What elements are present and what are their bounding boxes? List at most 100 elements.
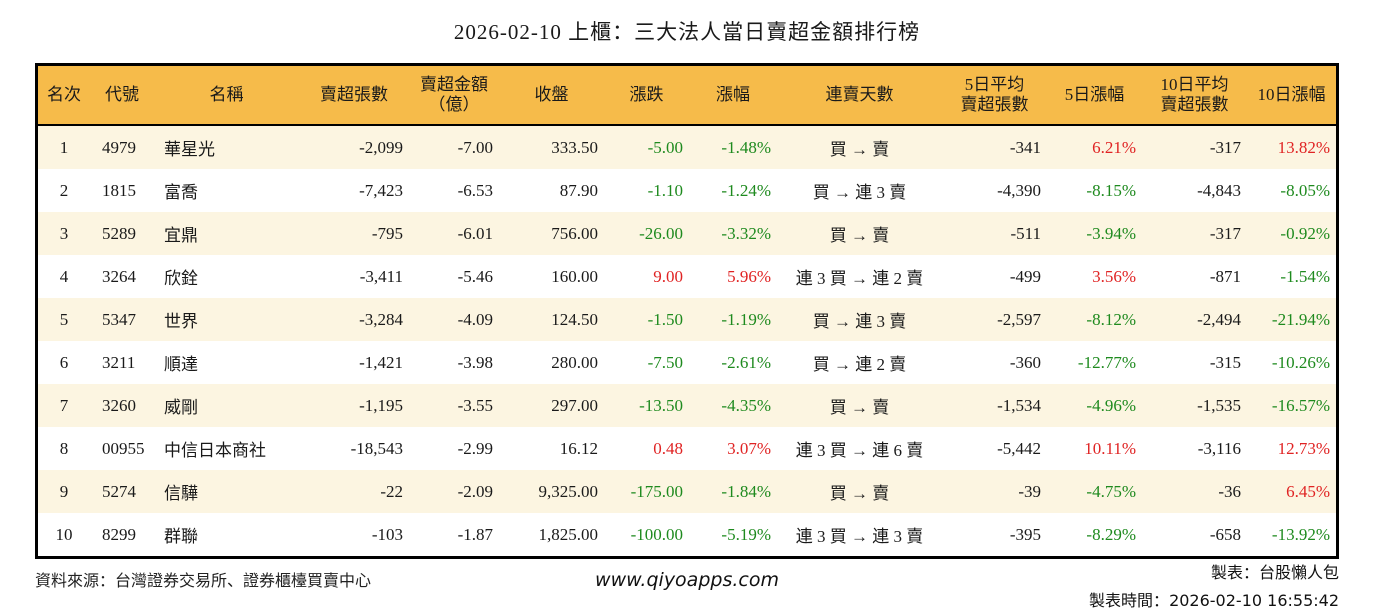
- cell-amount: -6.01: [457, 223, 493, 243]
- cell-name: 順達: [164, 355, 198, 374]
- cell-pct10: -1.54%: [1280, 266, 1330, 286]
- cell-avg10: -2,494: [1197, 309, 1241, 329]
- cell-code: 4979: [102, 137, 136, 157]
- cell-lots: -18,543: [350, 438, 403, 458]
- header-cell-change: 漲跌: [629, 84, 664, 104]
- cell-lots: -2,099: [359, 137, 403, 157]
- cell-pct10: -16.57%: [1271, 395, 1330, 415]
- cell-name: 信驊: [164, 484, 198, 503]
- cell-rank: 6: [59, 352, 69, 372]
- cell-rank: 3: [59, 223, 69, 243]
- cell-avg5: -5,442: [997, 438, 1041, 458]
- cell-lots: -1,421: [359, 352, 403, 372]
- cell-name: 富喬: [164, 183, 198, 202]
- cell-amount: -3.98: [457, 352, 493, 372]
- website-url: www.qiyoapps.com: [595, 569, 779, 591]
- cell-code: 5347: [102, 309, 136, 329]
- data-source-note: 資料來源：台灣證券交易所、證券櫃檯買賣中心: [35, 573, 372, 590]
- cell-code: 3264: [102, 266, 136, 286]
- cell-avg10: -658: [1209, 524, 1241, 544]
- cell-avg10: -3,116: [1197, 438, 1241, 458]
- cell-pct5: -12.77%: [1077, 352, 1136, 372]
- cell-rank: 2: [59, 180, 69, 200]
- cell-change: -7.50: [647, 352, 683, 372]
- cell-pct: -5.19%: [721, 524, 771, 544]
- cell-change: -100.00: [630, 524, 683, 544]
- cell-close: 333.50: [551, 137, 598, 157]
- header-cell-pct: 漲幅: [716, 84, 750, 104]
- cell-avg10: -36: [1218, 481, 1241, 501]
- cell-avg5: -499: [1009, 266, 1041, 286]
- made-at-line: 製表時間：2026-02-10 16:55:42: [1089, 587, 1339, 611]
- cell-lots: -795: [371, 223, 403, 243]
- cell-close: 280.00: [551, 352, 598, 372]
- cell-streak: 連 3 買 → 連 3 賣: [795, 527, 924, 546]
- header-cell-rank: 名次: [47, 84, 81, 104]
- header-cell-amount: 賣超金額 （億）: [420, 74, 488, 114]
- cell-amount: -1.87: [457, 524, 493, 544]
- table-row: 10 8299 群聯 -103 -1.87 1,825.00 -100.00 -5.19% 連 …: [38, 513, 1336, 556]
- header-cell-lots: 賣超張數: [320, 84, 388, 104]
- cell-avg10: -317: [1209, 223, 1241, 243]
- cell-pct: -2.61%: [721, 352, 771, 372]
- cell-avg5: -39: [1018, 481, 1041, 501]
- cell-change: 0.48: [653, 438, 683, 458]
- table-row: 5 5347 世界 -3,284 -4.09 124.50 -1.50 -1.19% 買 → 連…: [38, 298, 1336, 341]
- page-title: 2026-02-10 上櫃：三大法人當日賣超金額排行榜: [453, 20, 921, 44]
- cell-amount: -6.53: [457, 180, 493, 200]
- cell-rank: 5: [59, 309, 69, 329]
- cell-name: 華星光: [164, 140, 215, 159]
- cell-code: 3260: [102, 395, 136, 415]
- header-cell-code: 代號: [105, 84, 139, 104]
- header-cell-avg5: 5日平均 賣超張數: [960, 74, 1029, 114]
- cell-change: -1.50: [647, 309, 683, 329]
- cell-avg5: -360: [1009, 352, 1041, 372]
- cell-rank: 4: [59, 266, 69, 286]
- cell-pct5: 10.11%: [1084, 438, 1136, 458]
- cell-lots: -3,284: [359, 309, 403, 329]
- header-cell-avg10: 10日平均 賣超張數: [1160, 74, 1229, 114]
- cell-code: 3211: [102, 352, 136, 372]
- cell-change: -26.00: [639, 223, 683, 243]
- cell-pct10: 13.82%: [1277, 137, 1330, 157]
- cell-avg10: -1,535: [1197, 395, 1241, 415]
- cell-lots: -3,411: [359, 266, 403, 286]
- cell-streak: 買 → 賣: [829, 226, 890, 245]
- cell-pct10: -8.05%: [1280, 180, 1330, 200]
- cell-amount: -7.00: [457, 137, 493, 157]
- cell-pct10: -21.94%: [1271, 309, 1330, 329]
- cell-pct: 5.96%: [727, 266, 771, 286]
- cell-name: 中信日本商社: [164, 441, 266, 460]
- cell-streak: 買 → 賣: [829, 398, 890, 417]
- cell-close: 297.00: [551, 395, 598, 415]
- credits-block: 製表：台股懶人包 製表時間：2026-02-10 16:55:42: [1089, 559, 1339, 611]
- cell-pct: 3.07%: [727, 438, 771, 458]
- cell-name: 欣銓: [164, 269, 198, 288]
- cell-name: 宜鼎: [164, 226, 198, 245]
- header-cell-close: 收盤: [534, 84, 569, 104]
- cell-change: -1.10: [647, 180, 683, 200]
- cell-avg5: -511: [1010, 223, 1041, 243]
- cell-pct5: -4.75%: [1086, 481, 1136, 501]
- cell-code: 5289: [102, 223, 136, 243]
- cell-pct10: 6.45%: [1286, 481, 1330, 501]
- cell-avg10: -317: [1209, 137, 1241, 157]
- maker-label: 製表：台股懶人包: [1210, 565, 1339, 582]
- cell-close: 160.00: [551, 266, 598, 286]
- cell-pct5: 6.21%: [1092, 137, 1136, 157]
- cell-pct: -1.48%: [721, 137, 771, 157]
- cell-streak: 連 3 買 → 連 2 賣: [795, 269, 924, 288]
- cell-avg5: -1,534: [997, 395, 1041, 415]
- made-at-timestamp: 2026-02-10 16:55:42: [1169, 591, 1339, 610]
- table-row: 4 3264 欣銓 -3,411 -5.46 160.00 9.00 5.96% 連 3 買 →…: [38, 255, 1336, 298]
- cell-pct: -1.19%: [721, 309, 771, 329]
- cell-pct5: 3.56%: [1092, 266, 1136, 286]
- made-at-label: 製表時間：: [1089, 593, 1170, 610]
- footer: 資料來源：台灣證券交易所、證券櫃檯買賣中心 www.qiyoapps.com 製…: [0, 558, 1374, 612]
- cell-pct: -1.84%: [721, 481, 771, 501]
- cell-lots: -7,423: [359, 180, 403, 200]
- cell-amount: -2.09: [457, 481, 493, 501]
- cell-close: 756.00: [551, 223, 598, 243]
- cell-avg10: -315: [1209, 352, 1241, 372]
- cell-pct10: -10.26%: [1271, 352, 1330, 372]
